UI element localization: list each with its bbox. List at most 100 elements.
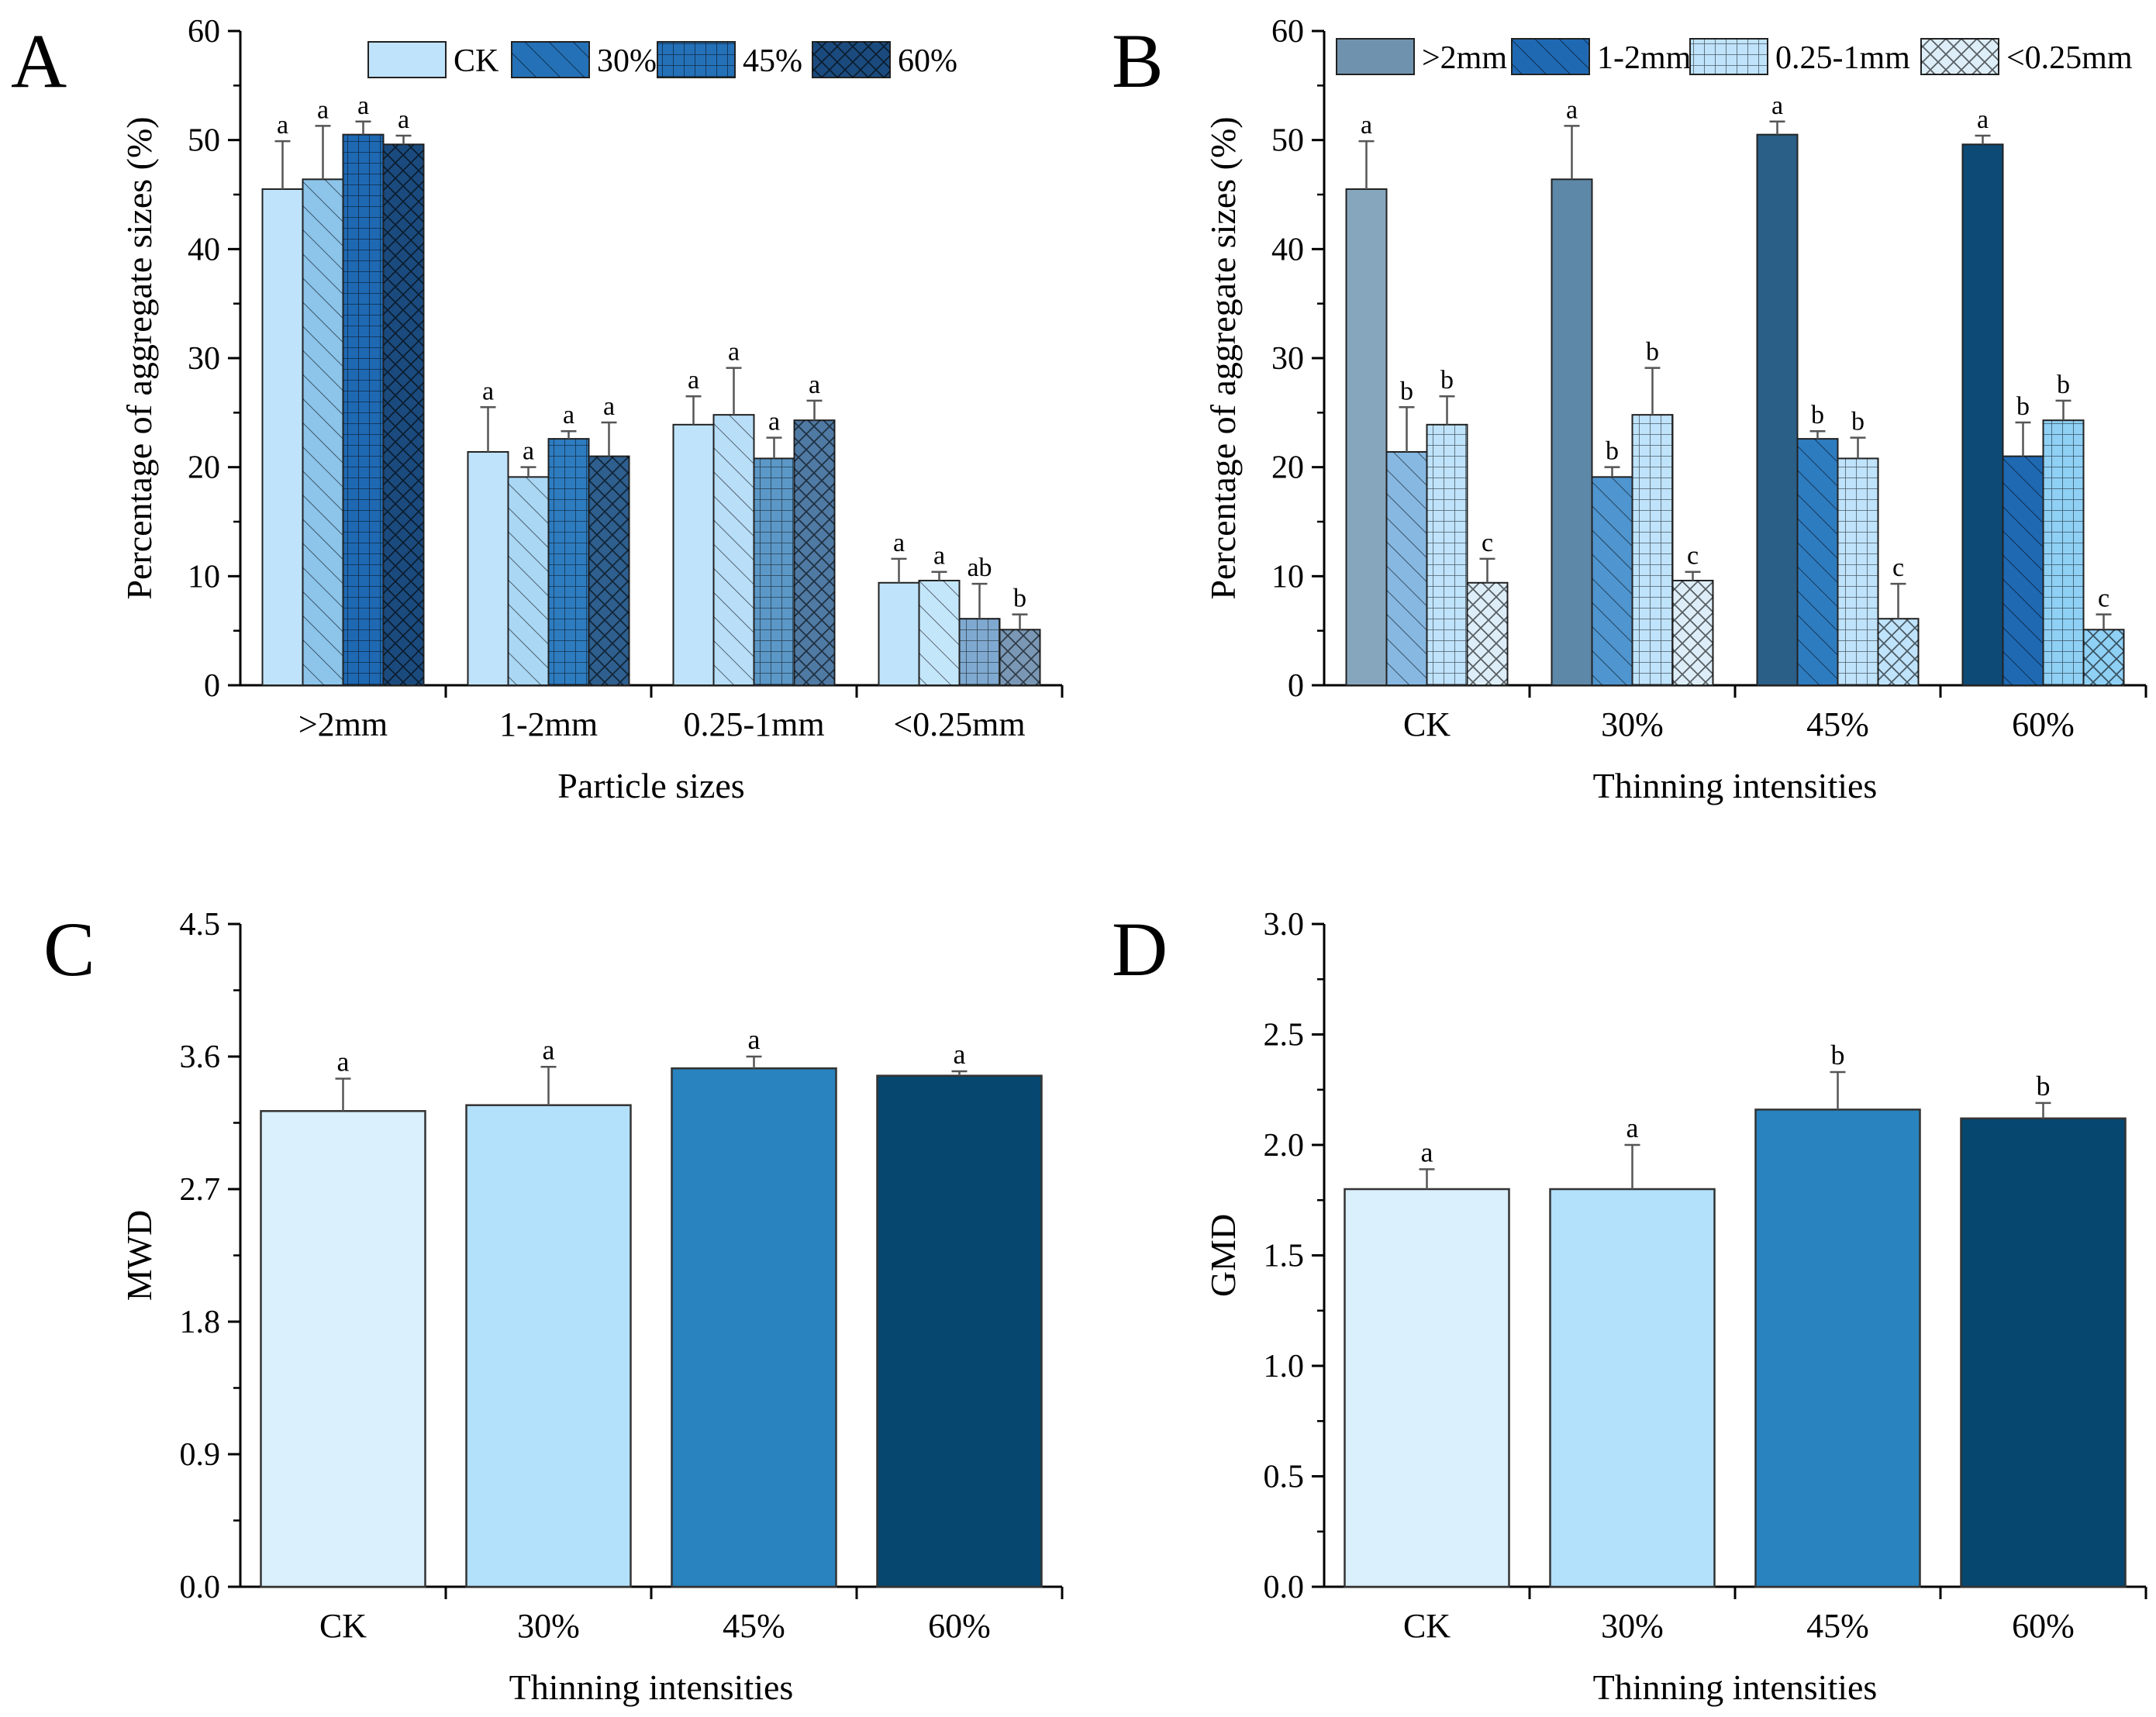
panel-b-chart: 0 10 20 30 40 50 60 Percentage of aggregate siz… — [1203, 14, 2147, 805]
panel-a-legend-label: 45% — [743, 43, 802, 79]
panel-b-significance-label: b — [2016, 392, 2030, 421]
panel-b-bar — [1756, 133, 1799, 686]
panel-d-y-tick-label: 2.0 — [1264, 1128, 1305, 1164]
panel-a-legend-label: 30% — [597, 43, 657, 79]
panel-b-legend-swatch-pattern — [1512, 39, 1589, 74]
panel-b-legend-swatch — [1336, 38, 1415, 75]
panel-a-significance-label: ab — [967, 553, 992, 582]
panel-d-x-tick-label: 60% — [2012, 1607, 2075, 1645]
panel-b-y-tick-label: 0 — [1288, 668, 1304, 704]
panel-a-significance-label: a — [357, 91, 369, 120]
panel-b-bar-pattern — [1878, 619, 1919, 685]
panel-b-legend-swatch-pattern — [1921, 39, 1999, 74]
panel-b-bar — [1961, 143, 2004, 686]
panel-a-significance-label: a — [317, 95, 329, 124]
panel-b-y-tick-label: 30 — [1271, 341, 1304, 377]
panel-b-x-tick-label: 60% — [2012, 705, 2075, 743]
panel-b-y-axis-label: Percentage of aggregate sizes (%) — [1203, 116, 1243, 599]
panel-b-y-tick-label: 10 — [1271, 559, 1304, 595]
panel-label-c: C — [43, 906, 95, 992]
panel-b-significance-label: a — [1977, 105, 1989, 134]
panel-d-bar — [1960, 1117, 2127, 1588]
panel-a-legend-swatch-pattern — [657, 42, 735, 78]
panel-a-significance-label: a — [728, 338, 740, 367]
panel-b-x-axis-label: Thinning intensities — [1593, 766, 1878, 805]
panel-a-legend-swatch — [367, 41, 447, 78]
panel-a-x-tick-label: 1-2mm — [499, 705, 598, 743]
panel-b-legend-label: 0.25-1mm — [1775, 40, 1910, 76]
panel-b-significance-label: c — [1687, 542, 1699, 571]
panel-b-legend-label: >2mm — [1422, 40, 1507, 76]
panel-c-bar — [260, 1110, 426, 1588]
panel-b-bar-pattern — [2002, 456, 2044, 685]
panel-b-significance-label: b — [2057, 371, 2070, 399]
panel-c-y-tick-label: 1.8 — [180, 1305, 221, 1340]
panel-a-bar-pattern — [383, 144, 424, 685]
panel-b-bar-pattern — [1386, 451, 1427, 685]
panel-c-y-tick-label: 4.5 — [180, 907, 221, 943]
panel-a-y-tick-label: 0 — [204, 668, 220, 704]
panel-d-significance-label: b — [2037, 1071, 2051, 1102]
panel-a-bar-pattern — [508, 477, 549, 685]
panel-b-bar-pattern — [2043, 420, 2084, 685]
panel-d-significance-label: a — [1421, 1136, 1433, 1167]
panel-d-y-tick-label: 3.0 — [1264, 907, 1305, 943]
panel-b-significance-label: b — [1606, 437, 1619, 466]
panel-a-bar-pattern — [919, 580, 960, 685]
panel-d-y-tick-label: 0.0 — [1264, 1570, 1305, 1605]
panel-a-significance-label: a — [768, 408, 780, 436]
panel-d-bar — [1344, 1188, 1510, 1588]
panel-c-significance-label: a — [954, 1039, 966, 1070]
panel-a-bar — [261, 188, 304, 686]
panel-c-y-axis-label: MWD — [119, 1210, 159, 1302]
panel-a-significance-label: b — [1013, 584, 1026, 613]
panel-b-significance-label: b — [1440, 366, 1454, 395]
panel-d-x-tick-label: CK — [1403, 1607, 1451, 1645]
panel-a-x-axis-label: Particle sizes — [557, 766, 744, 805]
panel-b-significance-label: a — [1566, 95, 1578, 124]
panel-d-significance-label: a — [1626, 1112, 1639, 1143]
panel-d-x-axis-label: Thinning intensities — [1593, 1667, 1878, 1707]
panel-a-significance-label: a — [809, 371, 820, 399]
panel-label-b: B — [1112, 18, 1164, 104]
panel-a-y-tick-label: 60 — [188, 14, 220, 50]
panel-c-y-tick-label: 0.9 — [180, 1437, 221, 1473]
panel-b-significance-label: a — [1771, 91, 1783, 120]
panel-a-bar-pattern — [588, 456, 630, 685]
panel-a-x-tick-label: >2mm — [298, 705, 388, 743]
panel-d-y-tick-label: 0.5 — [1264, 1460, 1305, 1495]
panel-d-y-tick-label: 2.5 — [1264, 1018, 1305, 1053]
panel-a-bar — [878, 581, 920, 686]
panel-a-significance-label: a — [277, 111, 288, 140]
panel-b-significance-label: b — [1646, 338, 1659, 367]
panel-b-y-tick-label: 40 — [1271, 232, 1304, 267]
panel-b-bar-pattern — [1632, 415, 1673, 685]
panel-d-chart: 0.0 0.5 1.0 1.5 2.0 2.5 3.0 GMD Thinning intensi… — [1203, 907, 2147, 1707]
panel-a-significance-label: a — [933, 542, 945, 571]
panel-a-bar-pattern — [343, 134, 384, 686]
panel-d-y-tick-label: 1.0 — [1264, 1349, 1305, 1384]
panel-b-bar-pattern — [1467, 582, 1508, 685]
panel-a-bar — [467, 450, 509, 686]
panel-c-significance-label: a — [748, 1024, 761, 1055]
panel-a-chart: 0 10 20 30 40 50 60 Percentage of aggregate siz… — [119, 14, 1064, 805]
panel-b-significance-label: a — [1361, 111, 1372, 140]
panel-a-y-tick-label: 20 — [188, 450, 220, 486]
panel-c-bar — [876, 1074, 1043, 1588]
panel-a-significance-label: a — [688, 366, 699, 395]
panel-a-significance-label: a — [398, 105, 409, 134]
panel-d-y-tick-label: 1.5 — [1264, 1239, 1305, 1274]
panel-a-legend-swatch-pattern — [812, 42, 890, 78]
panel-c-x-tick-label: 60% — [928, 1607, 991, 1645]
panel-a-bar-pattern — [548, 439, 589, 685]
panel-a-bar-pattern — [999, 629, 1040, 685]
panel-a-bar-pattern — [794, 420, 835, 685]
panel-a-legend-label: CK — [454, 43, 498, 79]
panel-a-y-tick-label: 50 — [188, 123, 220, 159]
panel-a-significance-label: a — [603, 392, 615, 421]
panel-a-bar-pattern — [959, 619, 1000, 685]
panel-b-x-tick-label: 45% — [1806, 705, 1869, 743]
panel-b-bar-pattern — [1837, 458, 1878, 685]
panel-d-bar — [1549, 1188, 1716, 1588]
panel-b-significance-label: b — [1811, 401, 1824, 429]
